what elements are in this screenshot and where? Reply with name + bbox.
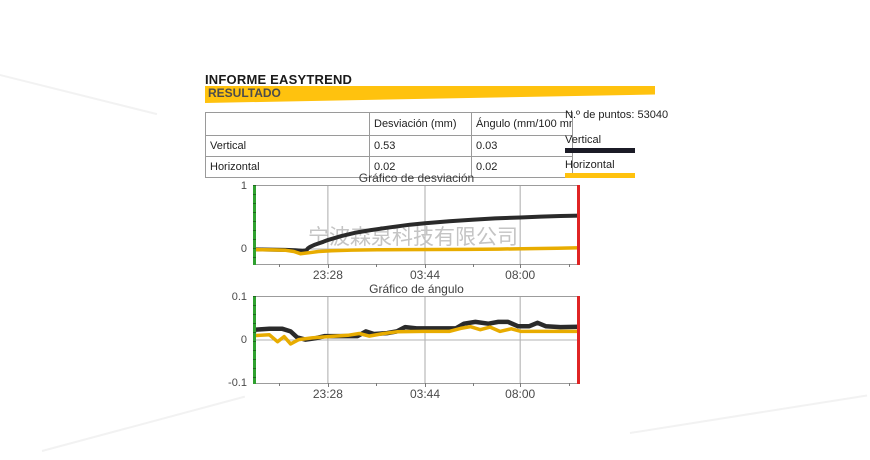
x-minor-tick-mark — [472, 264, 474, 267]
row-label: Horizontal — [205, 156, 370, 178]
table-row-vertical: Vertical 0.53 0.03 — [205, 135, 573, 157]
report-title: INFORME EASYTREND — [205, 72, 353, 87]
watermark-streak — [41, 395, 246, 452]
x-minor-tick-mark — [279, 264, 281, 267]
x-tick-mark — [520, 264, 522, 268]
table-header-desviacion: Desviación (mm) — [369, 112, 472, 136]
legend-label-horizontal: Horizontal — [565, 159, 615, 171]
x-tick-label: 03:44 — [409, 268, 441, 282]
x-minor-tick-mark — [376, 264, 378, 267]
result-banner-label: RESULTADO — [208, 86, 281, 100]
angle-chart-title: Gráfico de ángulo — [369, 282, 464, 296]
table-header-row: Desviación (mm) Ángulo (mm/100 mm) — [205, 112, 573, 136]
y-tick-label: 0 — [240, 334, 247, 346]
x-minor-tick-mark — [472, 383, 474, 386]
horizontal-angulo-value: 0.02 — [471, 156, 573, 178]
x-minor-tick-mark — [568, 264, 570, 267]
y-tick-label: 0 — [240, 243, 247, 255]
watermark-streak — [0, 72, 158, 116]
table-header-angulo: Ángulo (mm/100 mm) — [471, 112, 573, 136]
legend-swatch-horizontal — [565, 173, 635, 178]
x-minor-tick-mark — [279, 383, 281, 386]
x-minor-tick-mark — [376, 383, 378, 386]
x-tick-label: 08:00 — [505, 387, 536, 401]
series-line-vertical — [253, 213, 580, 253]
series-line-horizontal — [253, 324, 580, 346]
x-tick-mark — [520, 383, 522, 387]
angle-plot-area: 0.1 0 -0.1 23:28 03:44 08:00 — [228, 291, 580, 401]
x-tick-label: 03:44 — [409, 387, 441, 401]
end-axis-bar — [577, 296, 580, 384]
legend-swatch-vertical — [565, 148, 635, 153]
result-banner: RESULTADO — [205, 86, 655, 103]
chart-canvas — [253, 297, 580, 383]
vertical-angulo-value: 0.03 — [471, 135, 573, 157]
x-tick-mark — [425, 383, 426, 387]
table-row-horizontal: Horizontal 0.02 0.02 — [205, 156, 573, 178]
x-tick-mark — [327, 383, 329, 387]
watermark-streak — [629, 394, 868, 434]
y-tick-label: 0.1 — [231, 291, 247, 303]
deviation-plot-area: 宁波森泉科技有限公司 1 0 23:28 03:44 08:00 — [241, 180, 580, 282]
x-minor-tick-mark — [568, 383, 570, 386]
x-tick-label: 23:28 — [312, 387, 343, 401]
chart-canvas: 宁波森泉科技有限公司 — [253, 186, 580, 264]
table-header-empty — [205, 112, 370, 136]
series-line-vertical — [253, 319, 580, 342]
points-count: N.º de puntos: 53040 — [565, 109, 669, 121]
results-table: Desviación (mm) Ángulo (mm/100 mm) Verti… — [205, 112, 573, 178]
vertical-desviacion-value: 0.53 — [369, 135, 472, 157]
row-label: Vertical — [205, 135, 370, 157]
x-tick-mark — [425, 264, 426, 268]
legend-label-vertical: Vertical — [565, 134, 602, 146]
x-tick-mark — [327, 264, 329, 268]
y-tick-label: 1 — [240, 180, 247, 192]
start-axis-bar — [253, 296, 256, 384]
end-axis-bar — [577, 185, 580, 265]
series-legend: Vertical Horizontal — [565, 134, 635, 184]
deviation-chart: Gráfico de desviación 宁波森泉科技有限公司 1 0 23:28… — [241, 171, 580, 282]
x-tick-label: 08:00 — [505, 268, 536, 282]
deviation-chart-title: Gráfico de desviación — [358, 171, 475, 185]
y-tick-label: -0.1 — [228, 377, 247, 389]
angle-chart: Gráfico de ángulo 0.1 0 -0.1 23:28 03:44 08:0… — [228, 282, 580, 401]
x-tick-label: 23:28 — [312, 268, 343, 282]
series-line-horizontal — [253, 245, 580, 256]
start-axis-bar — [253, 185, 256, 265]
